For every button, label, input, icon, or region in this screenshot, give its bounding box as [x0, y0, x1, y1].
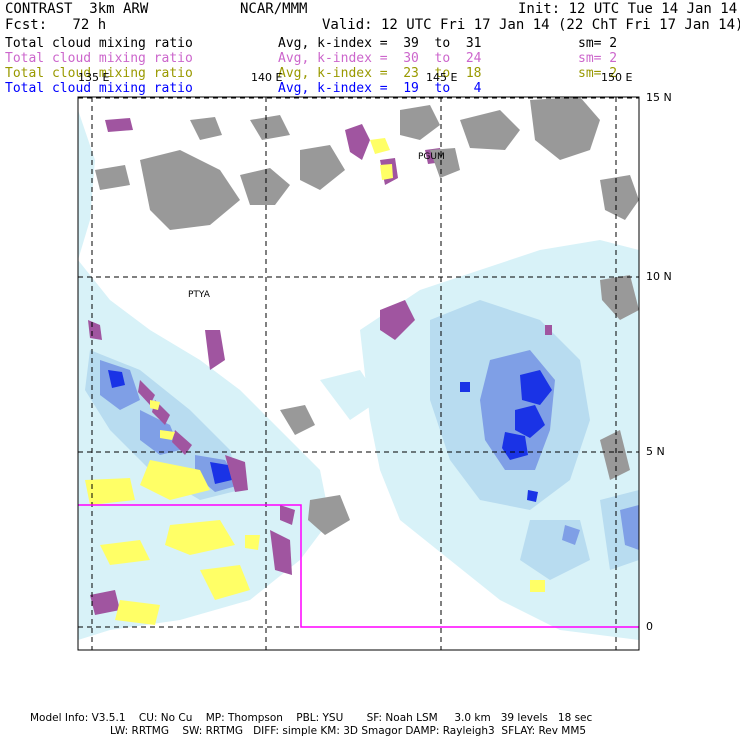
- valid-time: Valid: 12 UTC Fri 17 Jan 14 (22 ChT Fri …: [322, 17, 740, 33]
- model-title: CONTRAST 3km ARW: [5, 1, 149, 17]
- forecast-hour: Fcst: 72 h: [5, 17, 107, 33]
- lon-label-135: 135 E: [78, 71, 110, 84]
- field-avg-3: Avg, k-index = 23 to 18: [278, 66, 482, 81]
- lon-label-145: 145 E: [426, 71, 458, 84]
- field-sm-1: sm= 2: [578, 36, 618, 51]
- station-ptya: PTYA: [188, 290, 210, 300]
- field-name-2: Total cloud mixing ratio: [5, 51, 193, 66]
- lon-label-140: 140 E: [251, 71, 283, 84]
- lat-lon-grid: [78, 97, 639, 650]
- field-avg-4: Avg, k-index = 19 to 4: [278, 81, 482, 96]
- land-layer: [95, 97, 639, 535]
- model-info-line-2: LW: RRTMG SW: RRTMG DIFF: simple KM: 3D …: [110, 725, 587, 737]
- lat-label-0: 0: [646, 620, 653, 633]
- field-name-4: Total cloud mixing ratio: [5, 81, 193, 96]
- model-info-line-1: Model Info: V3.5.1 CU: No Cu MP: Thompso…: [30, 712, 593, 724]
- lat-label-10n: 10 N: [646, 270, 672, 283]
- lat-label-15n: 15 N: [646, 91, 672, 104]
- field-sm-3: sm= 2: [578, 66, 618, 81]
- subdomain-box: [78, 504, 639, 628]
- station-pgum: PGUM: [418, 152, 445, 162]
- field-name-1: Total cloud mixing ratio: [5, 36, 193, 51]
- deep-cloud-layer: [108, 370, 552, 502]
- mid-cloud-layer: [85, 300, 639, 580]
- field-name-3: Total cloud mixing ratio: [5, 66, 193, 81]
- ocean-background: [78, 97, 639, 650]
- map-frame: [77, 96, 640, 651]
- init-time: Init: 12 UTC Tue 14 Jan 14: [518, 1, 738, 17]
- high-cloud-layer: [100, 350, 639, 550]
- lon-label-150: 150 E: [601, 71, 633, 84]
- field-avg-2: Avg, k-index = 30 to 24: [278, 51, 482, 66]
- yellow-cloud-layer: [85, 138, 545, 625]
- purple-cloud-layer: [88, 118, 552, 615]
- org-title: NCAR/MMM: [240, 1, 308, 17]
- lat-label-5n: 5 N: [646, 445, 665, 458]
- field-avg-1: Avg, k-index = 39 to 31: [278, 36, 482, 51]
- field-sm-2: sm= 2: [578, 51, 618, 66]
- low-cloud-layer: [78, 110, 639, 640]
